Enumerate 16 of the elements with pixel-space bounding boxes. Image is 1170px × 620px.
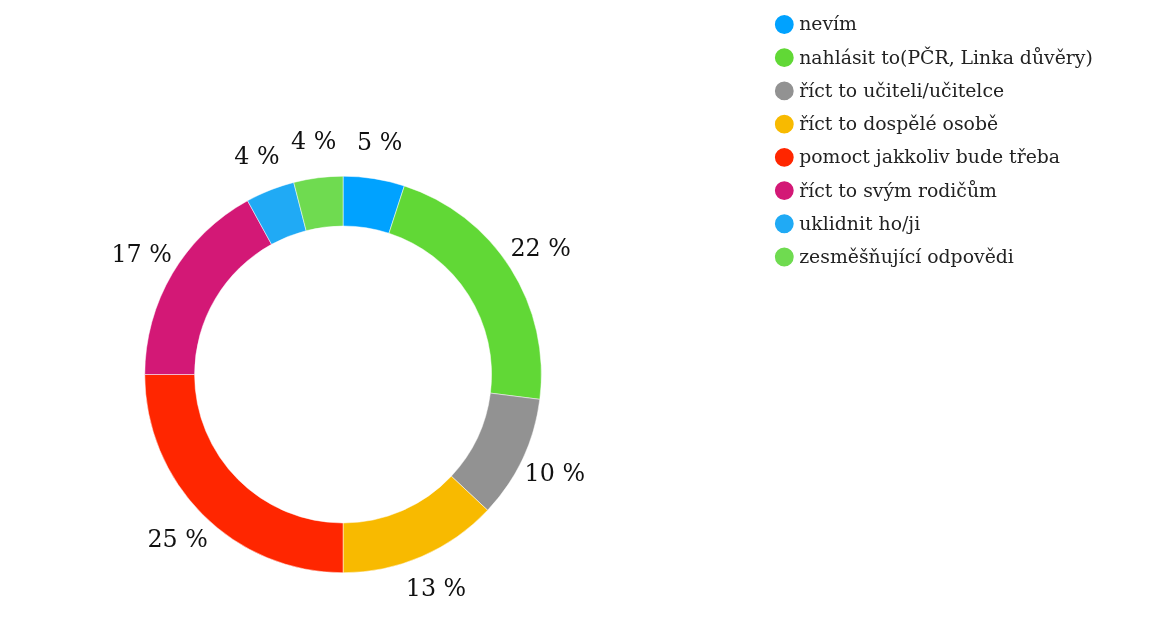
legend-label: nahlásit to(PČR, Linka důvěry) — [799, 45, 1093, 68]
data-label: 10 % — [524, 459, 586, 488]
legend-label: říct to svým rodičům — [799, 179, 998, 201]
legend-label: nevím — [799, 13, 858, 35]
legend-label: říct to dospělé osobě — [799, 113, 999, 135]
data-label: 5 % — [357, 128, 403, 157]
legend-label: zesměšňující odpovědi — [799, 245, 1014, 267]
legend-label: pomoct jakkoliv bude třeba — [799, 146, 1061, 168]
data-label: 4 % — [291, 127, 337, 156]
data-label: 22 % — [510, 234, 571, 263]
legend-label: říct to učiteli/učitelce — [799, 79, 1005, 101]
legend-label: uklidnit ho/ji — [799, 212, 921, 234]
data-label: 25 % — [147, 524, 208, 553]
data-label: 4 % — [234, 141, 280, 170]
data-label: 17 % — [111, 240, 172, 269]
data-label: 13 % — [405, 574, 467, 603]
